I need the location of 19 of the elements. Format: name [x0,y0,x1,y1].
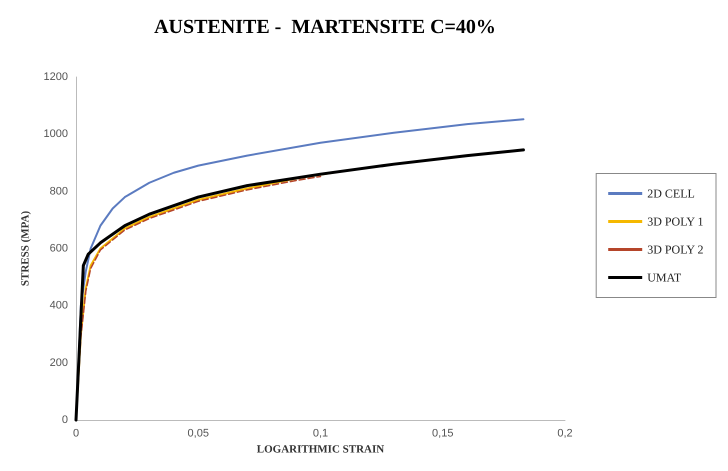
x-tick-label: 0,05 [188,428,209,440]
y-tick-label: 600 [50,242,68,254]
y-tick-label: 1000 [44,128,68,140]
legend-label: 2D CELL [647,186,695,200]
legend-label: UMAT [647,270,682,284]
x-tick-label: 0 [72,428,80,440]
chart-title: AUSTENITE - MARTENSITE C=40% [154,16,496,38]
legend-label: 3D POLY 1 [647,214,704,228]
legend-label: 3D POLY 2 [647,242,704,256]
x-tick-label: 0,15 [432,428,454,440]
y-tick-label: 1200 [44,71,68,83]
y-axis-title: STRESS (MPA) [20,210,32,286]
x-tick-label: 0,2 [557,428,573,440]
y-tick-label: 400 [50,300,68,312]
y-tick-label: 0 [62,414,68,426]
x-tick-label: 0,1 [312,428,328,440]
y-tick-label: 800 [50,185,68,198]
y-tick-label: 200 [50,356,68,369]
x-axis-title: LOGARITHMIC STRAIN [256,443,384,456]
